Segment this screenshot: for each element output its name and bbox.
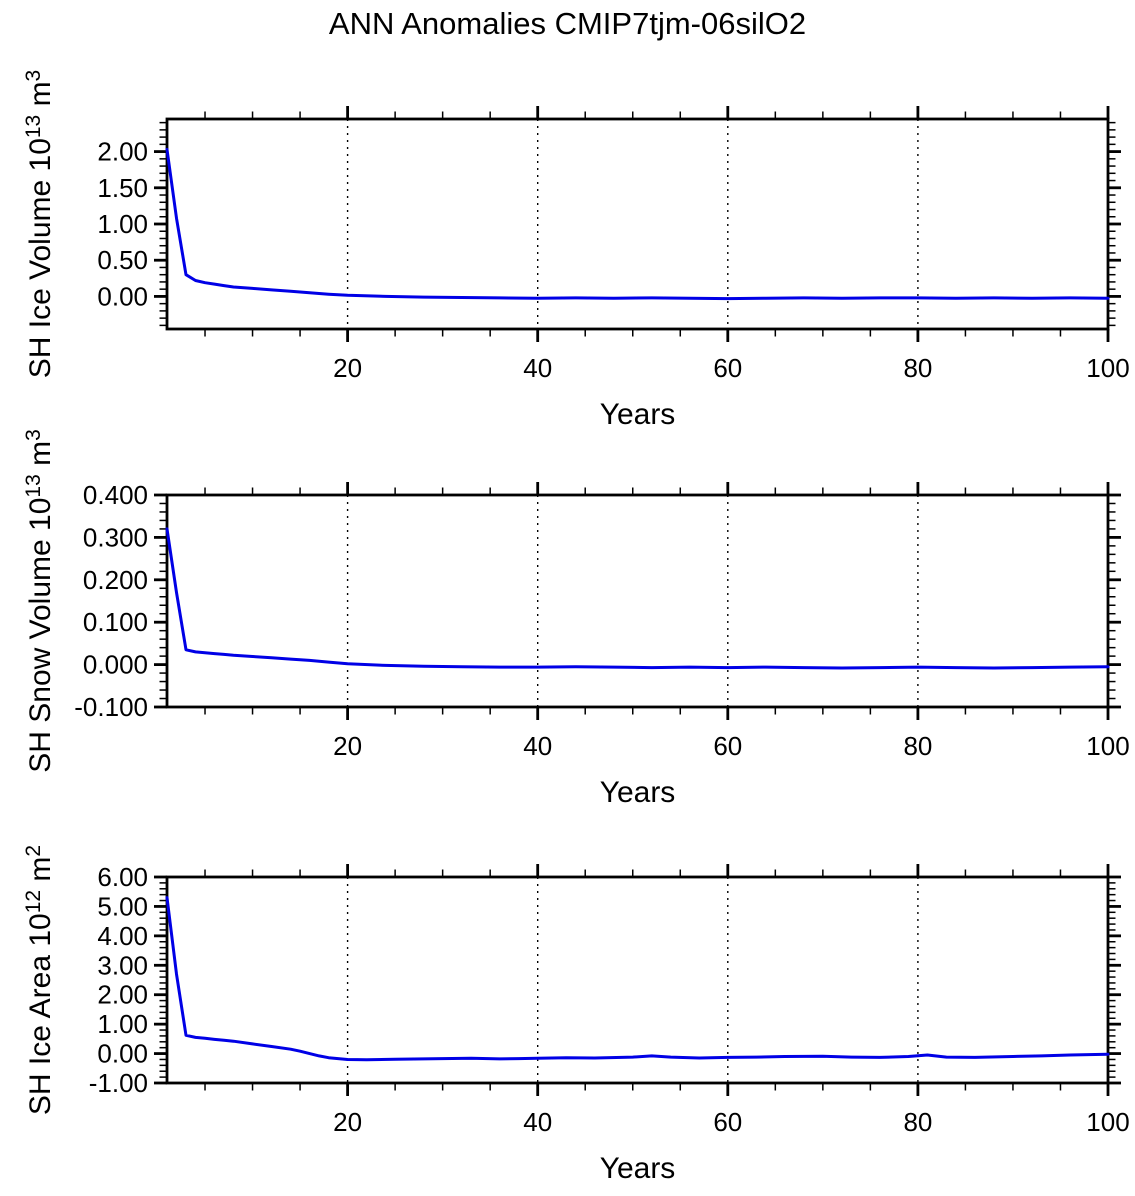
y-tick-label: 0.00 xyxy=(97,281,148,311)
y-tick-label: 3.00 xyxy=(97,950,148,980)
x-tick-label: 100 xyxy=(1086,731,1129,761)
plot-frame xyxy=(165,875,1110,1085)
x-tick-label: 20 xyxy=(333,1107,362,1137)
y-tick-label: 0.50 xyxy=(97,245,148,275)
sh-ice-volume-plot-line xyxy=(165,147,1110,301)
y-tick-label: 0.00 xyxy=(97,1039,148,1069)
y-tick-label: 1.00 xyxy=(97,209,148,239)
y-tick-label: 2.00 xyxy=(97,980,148,1010)
x-tick-label: 80 xyxy=(903,353,932,383)
y-tick-label: 0.100 xyxy=(83,607,148,637)
x-tick-label: 100 xyxy=(1086,1107,1129,1137)
y-tick-label: 6.00 xyxy=(97,862,148,892)
x-tick-label: 60 xyxy=(713,731,742,761)
x-tick-label: 40 xyxy=(523,1107,552,1137)
sh-snow-volume-plot-ylabel: SH Snow Volume 1013 m3 xyxy=(22,429,57,773)
figure-title: ANN Anomalies CMIP7tjm-06silO2 xyxy=(328,6,807,41)
sh-ice-area-plot-ylabel: SH Ice Area 1012 m2 xyxy=(22,845,57,1115)
y-tick-label: 0.400 xyxy=(83,480,148,510)
y-tick-label: 4.00 xyxy=(97,921,148,951)
y-tick-label: 0.300 xyxy=(83,522,148,552)
sh-snow-volume-plot-xlabel: Years xyxy=(600,776,676,809)
sh-snow-volume-plot: 20 40 60 80 100 0.400 0.300 0.200 0.100 0.000 -0.1… xyxy=(22,429,1130,809)
y-tick-label: -0.100 xyxy=(74,692,148,722)
sh-ice-volume-plot: 20 40 60 80 100 2.00 1.50 1.00 0.50 0.00 Years SH I… xyxy=(22,70,1130,431)
x-tick-label: 100 xyxy=(1086,353,1129,383)
y-tick-label: 1.50 xyxy=(97,173,148,203)
y-tick-label: -1.00 xyxy=(89,1068,148,1098)
y-tick-label: 0.000 xyxy=(83,650,148,680)
x-tick-label: 80 xyxy=(903,731,932,761)
x-tick-label: 20 xyxy=(333,353,362,383)
x-tick-label: 60 xyxy=(713,1107,742,1137)
sh-ice-area-plot-xlabel: Years xyxy=(600,1152,676,1185)
y-tick-label: 1.00 xyxy=(97,1009,148,1039)
sh-ice-volume-plot-xlabel: Years xyxy=(600,398,676,431)
x-tick-label: 40 xyxy=(523,353,552,383)
x-tick-label: 40 xyxy=(523,731,552,761)
sh-ice-area-plot: 20 40 60 80 100 6.005.004.003.002.001.000.00-… xyxy=(22,845,1130,1185)
y-tick-label: 5.00 xyxy=(97,891,148,921)
sh-ice-area-plot-line xyxy=(165,896,1110,1062)
x-tick-label: 60 xyxy=(713,353,742,383)
y-tick-label: 0.200 xyxy=(83,565,148,595)
x-tick-label: 20 xyxy=(333,731,362,761)
sh-ice-volume-plot-ylabel: SH Ice Volume 1013 m3 xyxy=(22,70,57,379)
sh-snow-volume-plot-line xyxy=(165,527,1110,670)
plot-frame xyxy=(165,493,1110,709)
plot-frame xyxy=(165,117,1110,331)
x-tick-label: 80 xyxy=(903,1107,932,1137)
y-tick-label: 2.00 xyxy=(97,137,148,167)
